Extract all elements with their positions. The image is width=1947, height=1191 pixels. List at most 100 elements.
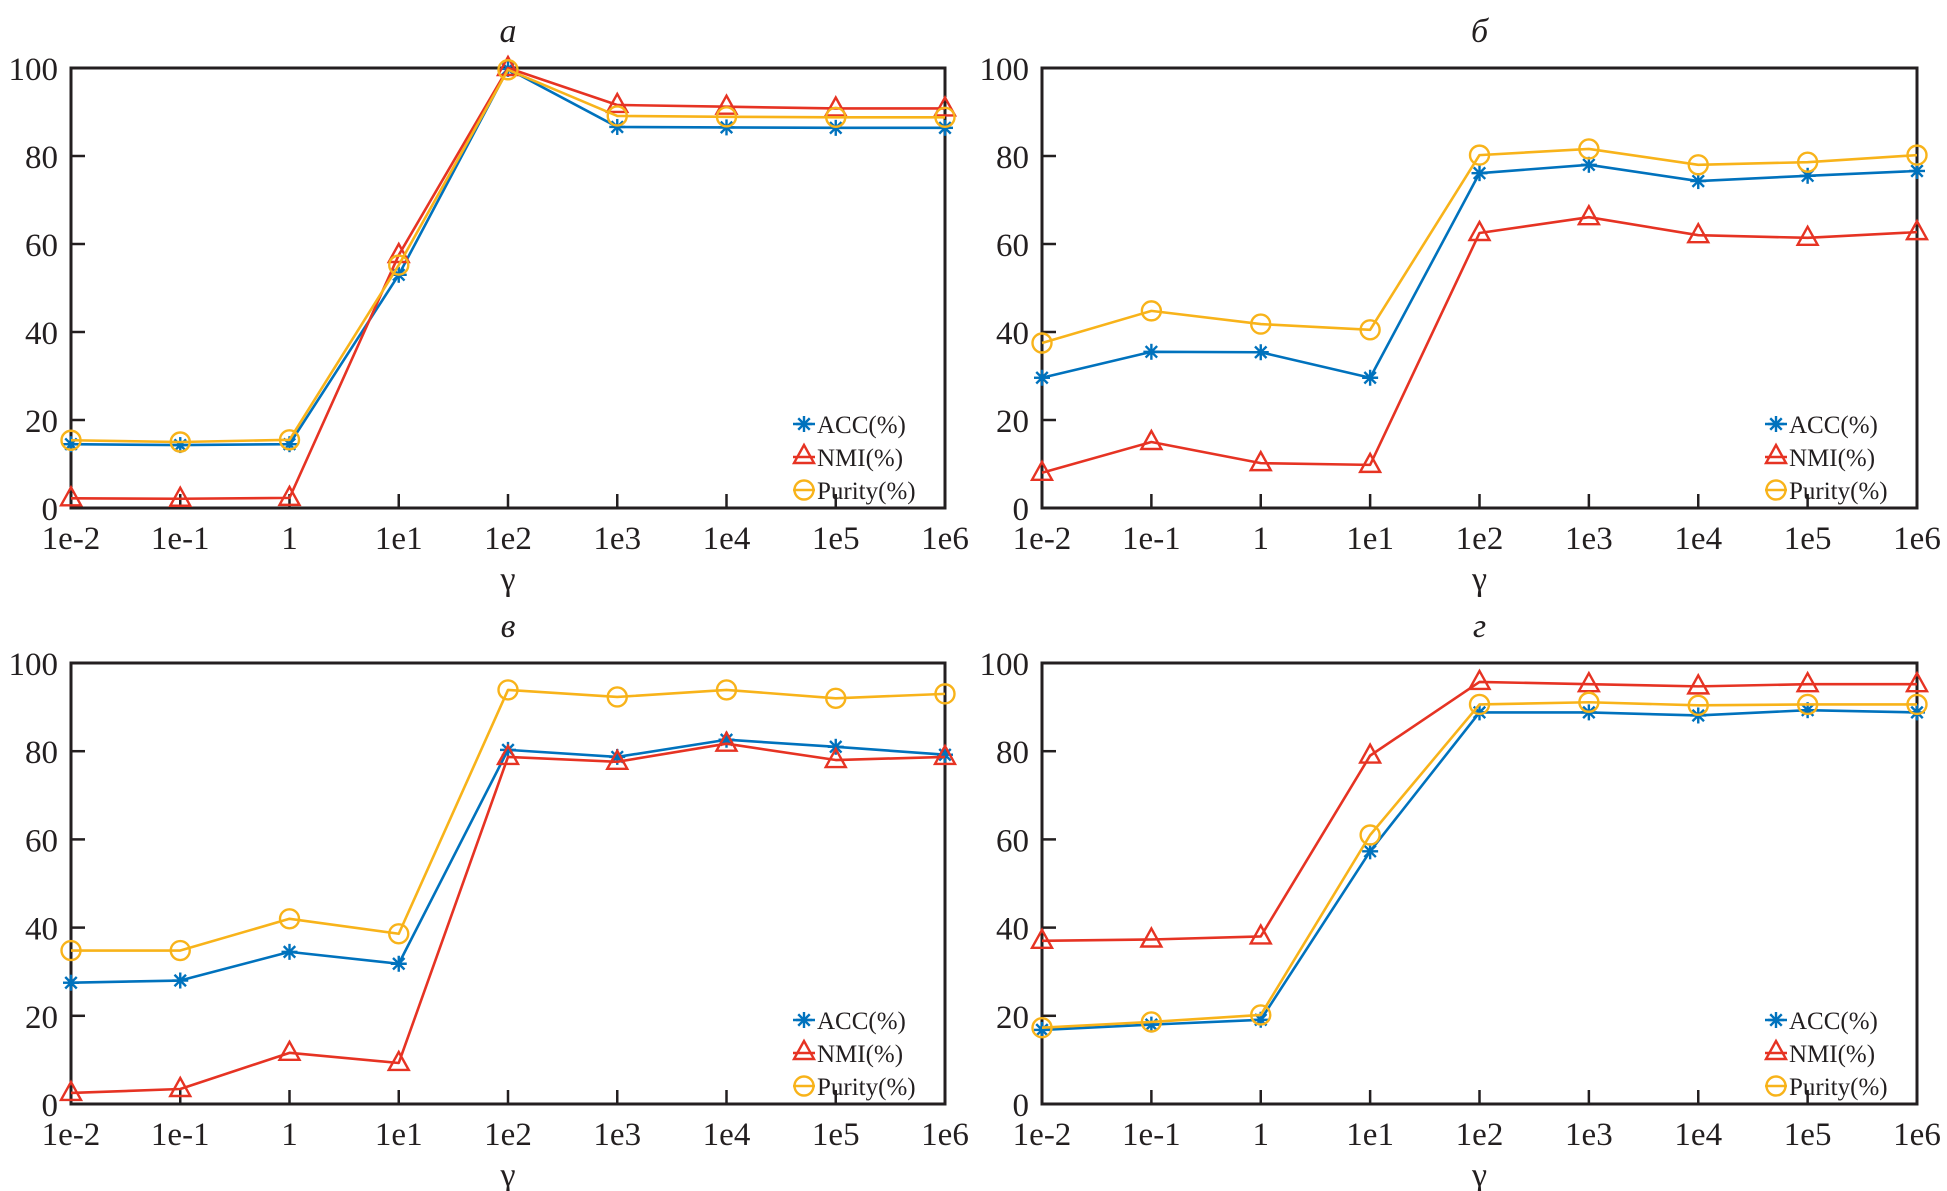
data-point — [278, 429, 301, 451]
y-tick-label: 20 — [25, 1000, 58, 1036]
data-point — [497, 59, 519, 81]
legend-label: ACC(%) — [817, 1008, 906, 1035]
x-tick-label: 1e2 — [484, 521, 532, 557]
y-tick-label: 100 — [980, 52, 1030, 88]
legend-asterisk-icon — [796, 1012, 812, 1028]
legend: ACC(%) NMI(%) Purity(%) — [791, 1008, 916, 1101]
legend-circle-icon — [793, 1075, 815, 1097]
data-point — [58, 1079, 84, 1102]
data-point — [605, 91, 630, 114]
x-tick-label: 1e4 — [1674, 1117, 1722, 1153]
data-point — [1906, 144, 1928, 166]
legend-item: Purity(%) — [793, 478, 916, 505]
data-point — [606, 686, 628, 708]
x-tick-label: 1e4 — [1674, 521, 1722, 557]
series-line — [70, 738, 946, 985]
y-tick-label: 60 — [25, 823, 58, 859]
data-point — [63, 974, 79, 991]
x-tick-label: 1e-1 — [151, 1117, 210, 1153]
data-point — [1362, 843, 1379, 860]
data-point — [388, 254, 410, 276]
y-tick-label: 80 — [996, 735, 1029, 771]
y-tick-label: 20 — [996, 1000, 1029, 1036]
x-tick-label: 1 — [281, 1117, 298, 1153]
data-point — [1034, 1021, 1050, 1038]
data-point — [1578, 691, 1600, 713]
panel-title: а — [500, 13, 517, 50]
legend-label: NMI(%) — [1789, 1041, 1875, 1068]
x-tick-label: 1e-2 — [42, 1117, 101, 1153]
y-tick-label: 0 — [42, 492, 59, 528]
x-tick-label: 1e6 — [1893, 1117, 1941, 1153]
series-line — [1041, 680, 1917, 943]
data-point — [169, 939, 191, 962]
data-point — [1252, 344, 1269, 361]
series-nmi — [1029, 203, 1930, 481]
series-line — [71, 688, 946, 952]
data-point — [1906, 693, 1928, 716]
x-tick-label: 1e3 — [593, 1117, 641, 1153]
data-point — [1580, 156, 1597, 173]
data-point — [1796, 693, 1819, 716]
data-point — [168, 1075, 193, 1098]
x-tick-label: 1e-1 — [151, 521, 210, 557]
series-line — [1041, 700, 1917, 1030]
series-purity — [1031, 691, 1928, 1039]
data-point — [1029, 927, 1055, 950]
panel-3: в 0 20 40 60 80 100 1e-2 1e-1 1 1e1 1e2 1e3 1e4 1e5 1e6… — [9, 608, 969, 1191]
data-point — [495, 743, 521, 766]
x-tick-label: 1e-2 — [1013, 1117, 1072, 1153]
data-point — [606, 105, 628, 127]
x-axis-label: γ — [499, 1157, 515, 1191]
data-point — [281, 943, 298, 960]
x-tick-label: 1e4 — [703, 521, 751, 557]
x-tick-label: 1e5 — [1784, 1117, 1832, 1153]
series-purity — [60, 59, 956, 453]
legend-label: NMI(%) — [1789, 445, 1875, 472]
data-point — [1690, 173, 1707, 190]
data-point — [1359, 319, 1381, 341]
series-nmi — [1029, 668, 1930, 950]
data-point — [715, 106, 738, 128]
legend-label: NMI(%) — [817, 1041, 903, 1068]
legend: ACC(%) NMI(%) Purity(%) — [1763, 1008, 1888, 1101]
data-point — [169, 431, 191, 453]
data-point — [715, 679, 738, 701]
x-tick-label: 1e3 — [593, 521, 641, 557]
x-tick-label: 1e2 — [1456, 521, 1504, 557]
data-point — [934, 683, 956, 705]
y-tick-label: 80 — [25, 140, 58, 176]
data-point — [172, 972, 189, 989]
y-tick-label: 40 — [25, 316, 58, 352]
legend-item: ACC(%) — [793, 412, 906, 439]
x-tick-label: 1e4 — [703, 1117, 751, 1153]
data-point — [1248, 449, 1273, 472]
legend-item: Purity(%) — [793, 1074, 916, 1101]
data-point — [1467, 668, 1492, 691]
y-tick-label: 40 — [25, 912, 58, 948]
y-tick-label: 80 — [25, 735, 58, 771]
x-tick-label: 1e5 — [1784, 521, 1832, 557]
plot-frame — [69, 661, 947, 1106]
legend-circle-icon — [1765, 479, 1787, 501]
legend-item: ACC(%) — [1765, 1008, 1878, 1035]
data-point — [1034, 369, 1050, 386]
data-point — [714, 93, 739, 115]
y-tick-label: 80 — [996, 140, 1029, 176]
legend-item: NMI(%) — [791, 1038, 903, 1068]
data-point — [1140, 300, 1163, 322]
data-point — [1031, 1017, 1053, 1039]
x-tick-label: 1e2 — [484, 1117, 532, 1153]
legend-asterisk-icon — [1768, 1012, 1784, 1028]
x-tick-label: 1e-1 — [1122, 521, 1181, 557]
x-tick-label: 1e1 — [1346, 521, 1394, 557]
panel-title: б — [1471, 13, 1490, 50]
data-point — [1471, 165, 1488, 182]
data-point — [1248, 922, 1273, 945]
data-point — [386, 241, 411, 264]
plot-frame — [1040, 661, 1919, 1106]
data-point — [609, 118, 626, 135]
x-tick-label: 1e2 — [1456, 1117, 1504, 1153]
y-tick-label: 60 — [996, 823, 1029, 859]
